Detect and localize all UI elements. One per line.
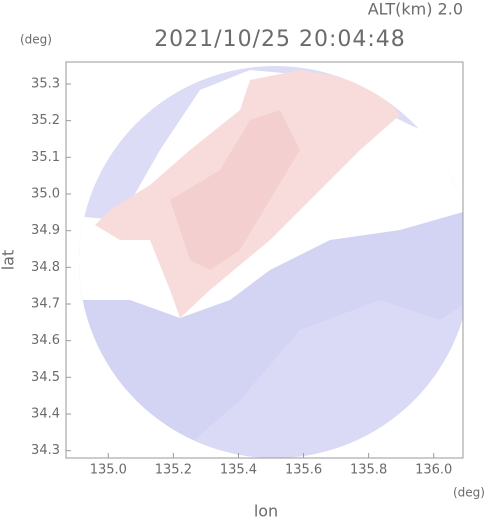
y-tick-label: 35.0 [31,187,60,202]
y-tick-label: 34.6 [31,333,60,348]
y-unit: (deg) [20,33,52,47]
x-tick-label: 135.6 [285,463,322,478]
x-tick-label: 136.0 [415,463,452,478]
y-tick-label: 34.5 [31,370,60,385]
x-tick-label: 135.0 [90,463,127,478]
y-tick-label: 34.9 [31,223,60,238]
x-tick-label: 135.8 [350,463,387,478]
y-axis-label: lat [0,250,18,271]
y-tick-label: 35.3 [31,77,60,92]
y-tick-label: 34.3 [31,443,60,458]
plot-frame [65,61,464,459]
y-tick-label: 34.7 [31,297,60,312]
y-tick-label: 34.4 [31,407,60,422]
x-tick-label: 135.2 [155,463,192,478]
x-tick-label: 135.4 [220,463,257,478]
altitude-label: ALT(km) 2.0 [368,0,463,19]
chart-title: 2021/10/25 20:04:48 [154,27,406,52]
radar-field [79,66,463,458]
x-unit: (deg) [453,486,485,500]
y-tick-label: 35.1 [31,150,60,165]
y-tick-label: 34.8 [31,260,60,275]
y-tick-label: 35.2 [31,113,60,128]
x-axis-label: lon [254,502,278,521]
